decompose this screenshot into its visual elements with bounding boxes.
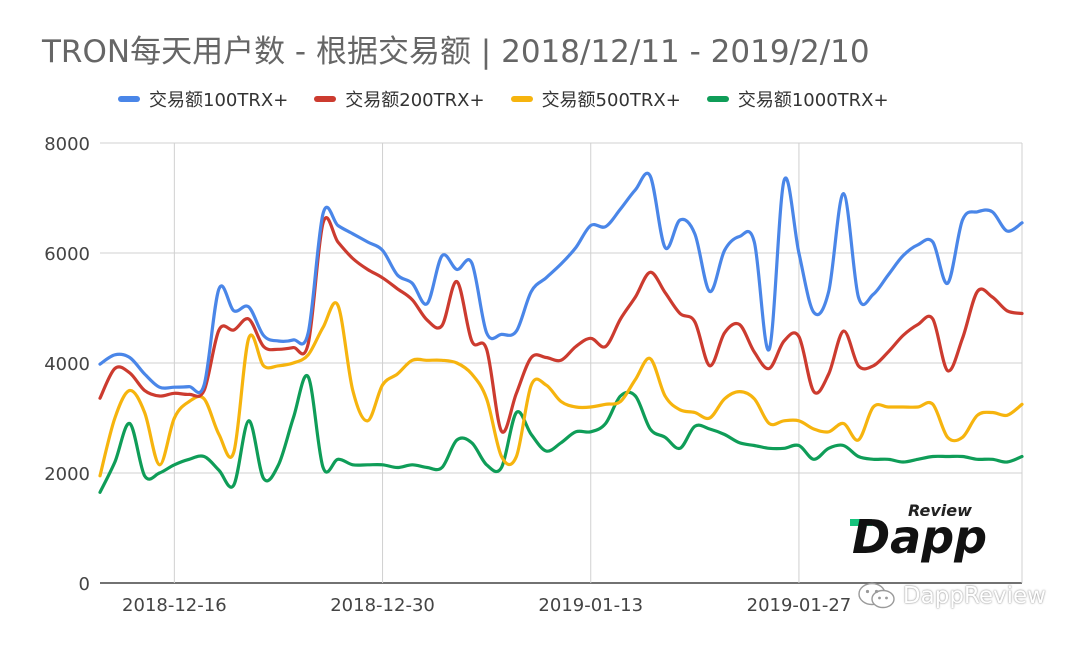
watermark-label: DappReview <box>902 583 1046 609</box>
legend-item-1: 交易额100TRX+ <box>118 86 288 112</box>
legend-label-1: 交易额100TRX+ <box>149 90 289 111</box>
legend-swatch-1 <box>118 96 140 102</box>
x-tick-label: 2019-01-13 <box>538 595 643 616</box>
x-tick-label: 2018-12-16 <box>122 595 227 616</box>
legend-label-4: 交易额1000TRX+ <box>737 90 889 111</box>
logo-word: Dapp <box>852 510 986 563</box>
series-line-1 <box>98 171 1024 395</box>
wechat-icon <box>858 582 895 609</box>
legend-item-2: 交易额200TRX+ <box>314 86 485 112</box>
x-tick-label: 2019-01-27 <box>747 595 852 616</box>
y-tick-label: 8000 <box>44 134 90 155</box>
dapp-review-logo: Review Dapp <box>850 501 986 563</box>
logo-tag: Review <box>908 501 972 520</box>
y-tick-label: 6000 <box>44 244 90 265</box>
legend-item-3: 交易额500TRX+ <box>510 86 681 112</box>
watermark: DappReview <box>857 581 1046 611</box>
series-line-3 <box>98 301 1024 478</box>
chart-legend: 交易额100TRX+ 交易额200TRX+ 交易额500TRX+ 交易额1000… <box>118 86 889 112</box>
y-tick-label: 4000 <box>44 354 90 375</box>
legend-label-3: 交易额500TRX+ <box>541 90 681 111</box>
y-tick-label: 0 <box>79 574 90 595</box>
legend-label-2: 交易额200TRX+ <box>345 90 485 111</box>
series-line-4 <box>98 373 1024 494</box>
legend-swatch-4 <box>706 96 729 102</box>
legend-swatch-3 <box>510 96 533 102</box>
series-line-2 <box>98 216 1024 434</box>
y-tick-label: 2000 <box>44 464 90 485</box>
chart-title: TRON每天用户数 - 根据交易额 | 2018/12/11 - 2019/2/… <box>42 34 870 70</box>
logo-accent-bar <box>850 519 872 526</box>
legend-item-4: 交易额1000TRX+ <box>706 86 889 112</box>
legend-swatch-2 <box>314 96 337 102</box>
x-tick-label: 2018-12-30 <box>330 595 435 616</box>
